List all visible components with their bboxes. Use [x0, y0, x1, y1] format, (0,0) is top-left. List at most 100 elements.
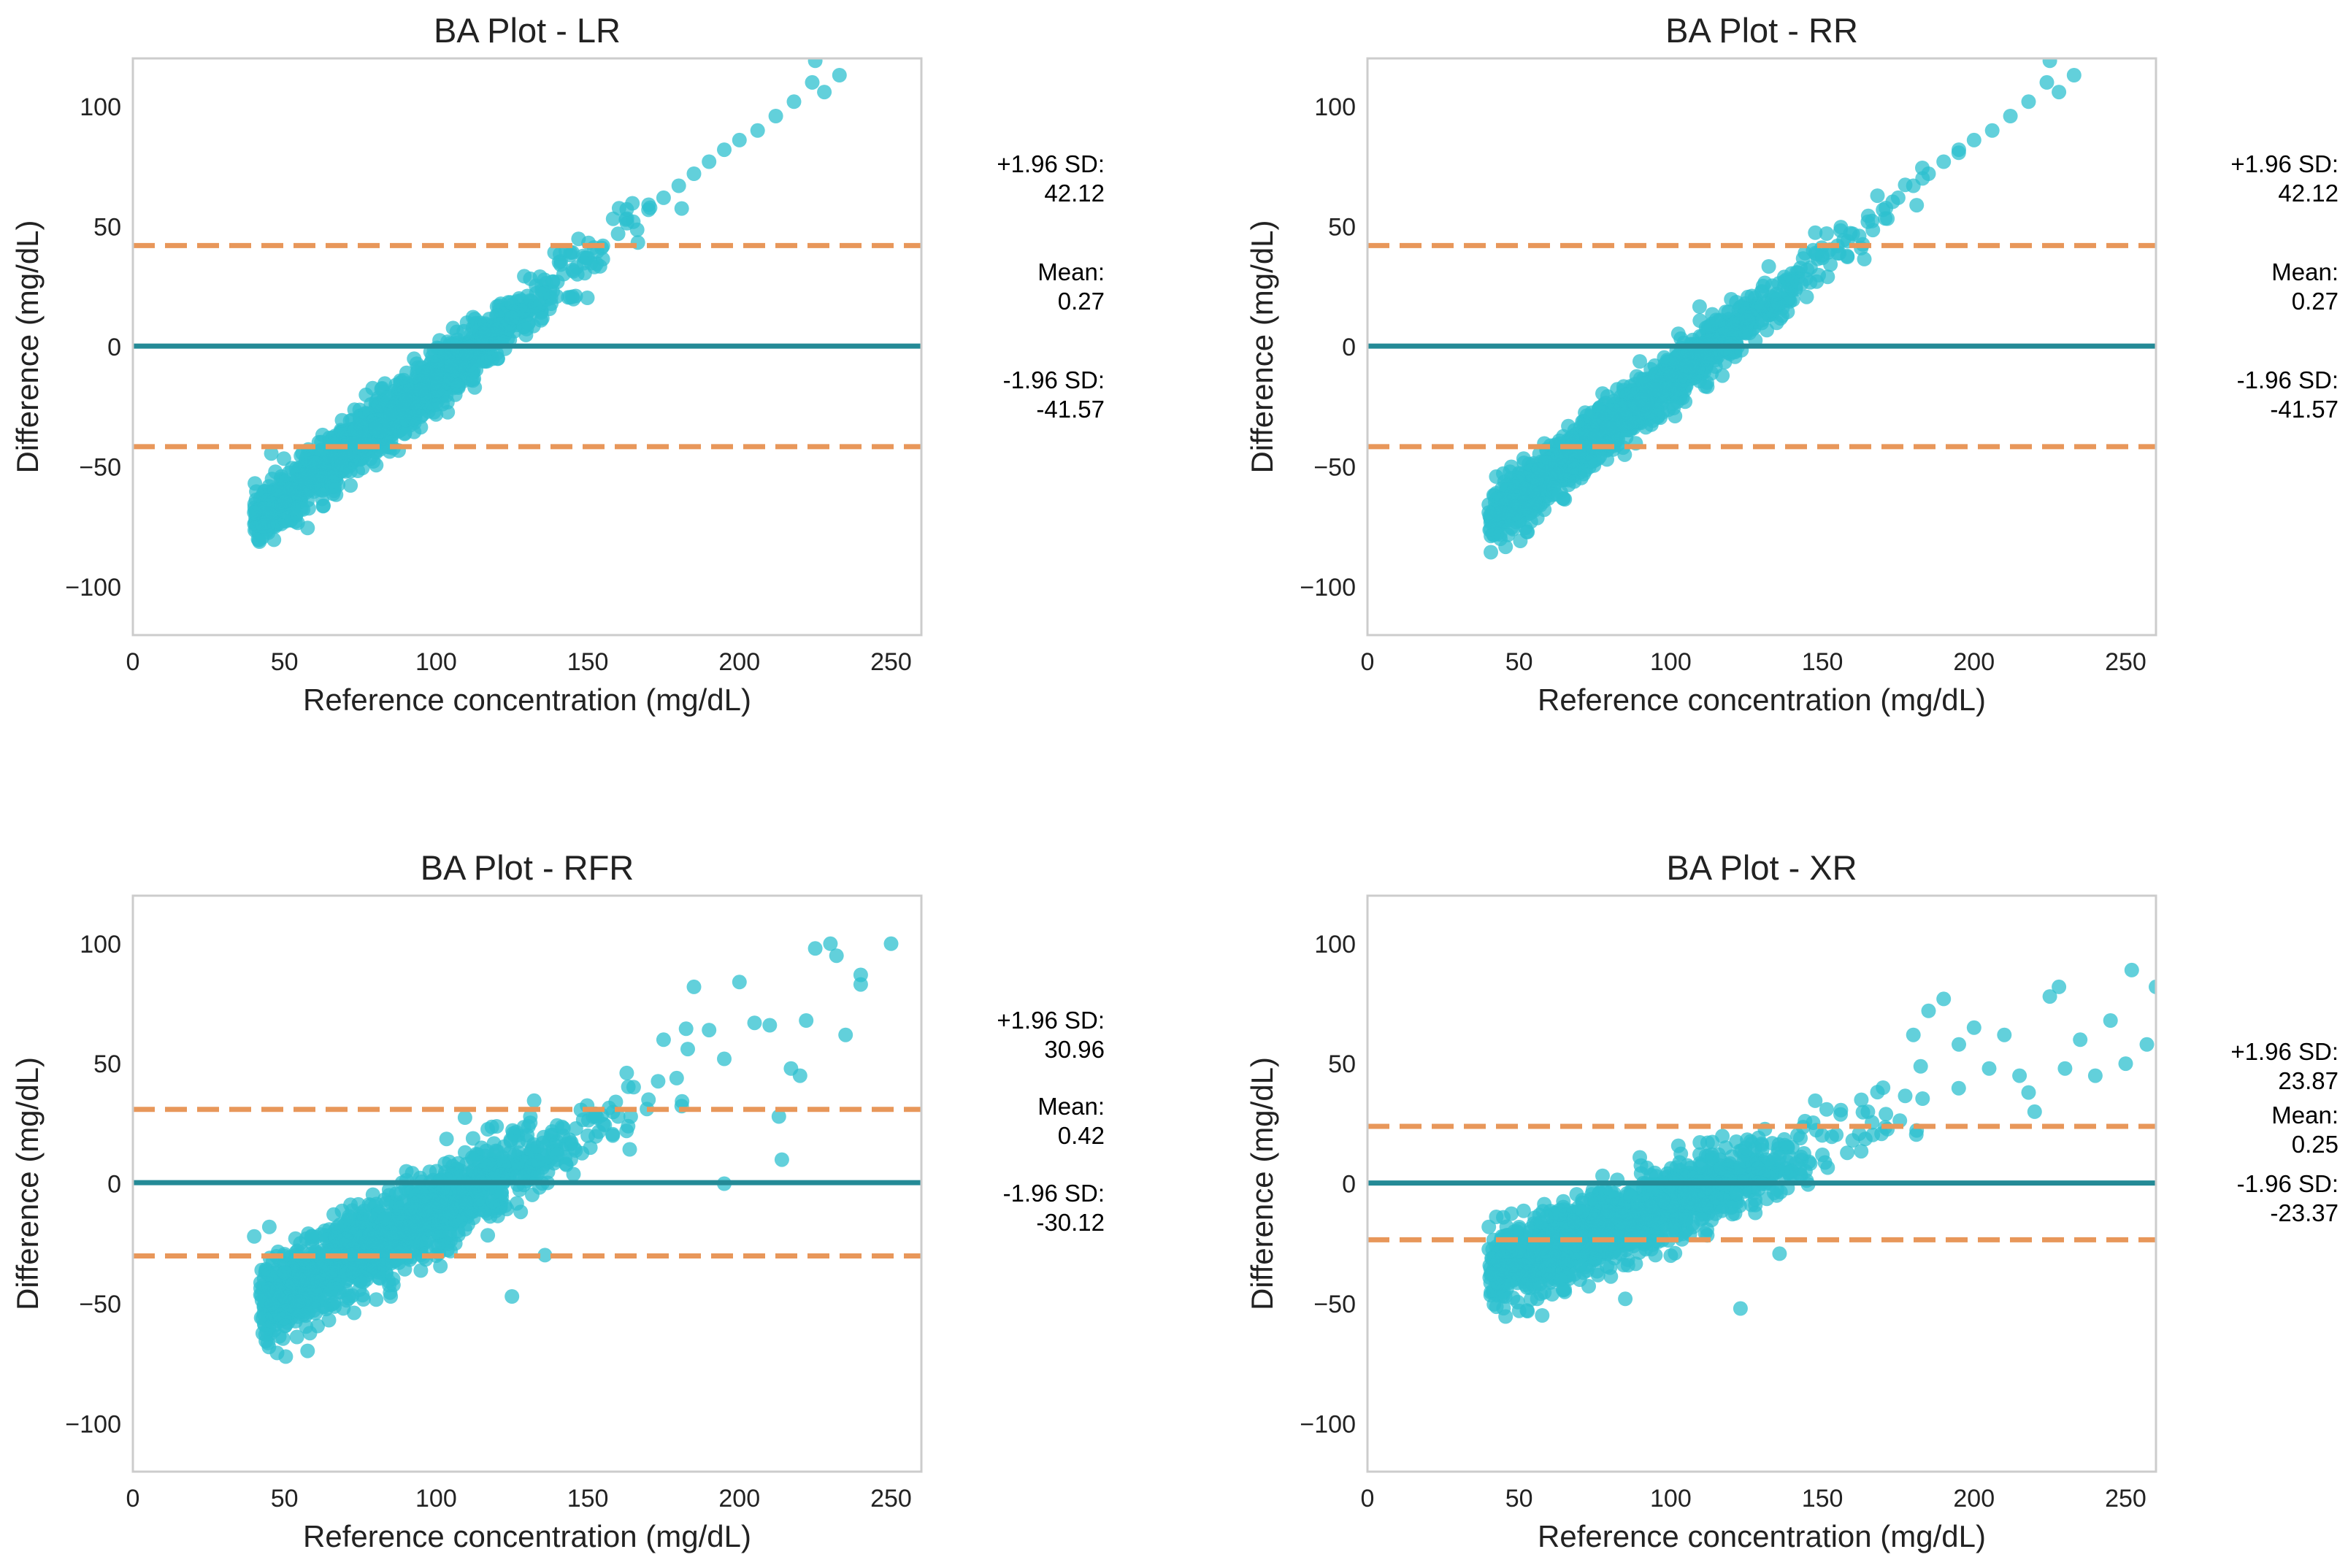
data-point: [278, 494, 293, 509]
data-point: [1952, 1081, 1966, 1096]
data-point: [567, 292, 581, 307]
data-point: [1762, 259, 1776, 274]
mean-annotation-label: Mean:: [2271, 258, 2339, 285]
data-point: [687, 980, 702, 994]
data-point: [580, 1129, 595, 1143]
data-point: [459, 1196, 474, 1210]
data-point: [396, 411, 411, 426]
data-point: [717, 142, 732, 157]
y-tick-label: 100: [1314, 93, 1356, 121]
chart-title: BA Plot - XR: [1666, 848, 1857, 887]
data-point: [322, 1313, 337, 1328]
data-point: [651, 1074, 665, 1088]
data-point: [535, 311, 550, 326]
data-point: [366, 1188, 380, 1202]
data-point: [503, 295, 518, 310]
data-point: [1549, 487, 1563, 501]
data-point: [459, 347, 474, 361]
data-point: [527, 1094, 542, 1108]
data-point: [352, 1283, 367, 1297]
data-point: [1906, 179, 1921, 193]
data-point: [440, 1131, 454, 1146]
data-point: [641, 1092, 656, 1107]
data-point: [444, 1205, 459, 1220]
x-tick-label: 150: [567, 1485, 609, 1513]
y-tick-label: 0: [107, 334, 121, 361]
data-point: [2052, 85, 2066, 99]
x-axis-label: Reference concentration (mg/dL): [303, 1519, 751, 1553]
x-tick-label: 200: [718, 648, 760, 676]
mean-annotation-value: 0.42: [1058, 1122, 1105, 1149]
data-point: [1898, 1088, 1913, 1103]
data-point: [417, 1189, 431, 1204]
data-point: [805, 75, 820, 90]
data-point: [296, 472, 310, 486]
data-point: [1739, 311, 1754, 326]
data-point: [399, 392, 413, 407]
data-point: [341, 1234, 356, 1248]
data-point: [1671, 326, 1686, 341]
data-point: [775, 1153, 789, 1167]
data-point: [499, 1202, 514, 1216]
data-point: [732, 975, 747, 989]
data-point: [399, 366, 414, 380]
data-point: [288, 1231, 303, 1246]
data-point: [302, 501, 316, 515]
data-point: [808, 53, 823, 68]
data-point: [1846, 226, 1860, 241]
data-point: [268, 464, 283, 479]
data-point: [530, 1140, 545, 1155]
data-point: [335, 413, 350, 428]
data-point: [1819, 226, 1834, 241]
lower-sd-annotation-value: -30.12: [1036, 1209, 1105, 1236]
y-tick-label: 0: [1342, 334, 1356, 361]
data-point: [531, 1153, 545, 1168]
data-point: [247, 1229, 261, 1244]
data-point: [450, 378, 465, 393]
data-point: [1857, 252, 1872, 266]
lower-sd-annotation-value: -41.57: [1036, 396, 1105, 423]
data-point: [369, 458, 383, 472]
data-point: [418, 1203, 433, 1218]
data-point: [564, 1135, 579, 1150]
data-point: [523, 272, 537, 286]
data-point: [702, 155, 716, 169]
lower-sd-annotation-label: -1.96 SD:: [1003, 366, 1105, 393]
x-tick-label: 100: [1650, 648, 1692, 676]
data-points: [247, 53, 847, 549]
data-point: [413, 420, 428, 434]
data-point: [838, 1028, 853, 1042]
data-point: [1754, 299, 1769, 313]
data-point: [567, 1167, 581, 1182]
data-point: [1554, 450, 1569, 464]
data-point: [1530, 472, 1545, 486]
data-point: [516, 320, 531, 334]
y-axis-label: Difference (mg/dL): [10, 220, 45, 473]
data-point: [1633, 392, 1648, 407]
data-point: [371, 398, 385, 412]
data-point: [717, 1052, 732, 1067]
data-point: [1860, 215, 1875, 229]
data-point: [1600, 452, 1614, 466]
x-tick-label: 0: [126, 648, 140, 676]
data-point: [675, 201, 689, 216]
data-point: [1936, 155, 1951, 169]
data-point: [817, 85, 832, 99]
data-point: [672, 179, 686, 193]
data-point: [799, 1013, 813, 1028]
data-point: [429, 369, 443, 383]
data-point: [444, 358, 459, 373]
y-tick-label: 100: [80, 93, 121, 121]
x-tick-label: 0: [126, 1485, 140, 1513]
data-point: [580, 291, 595, 305]
data-point: [1833, 1103, 1848, 1118]
data-point: [369, 1292, 383, 1307]
upper-sd-annotation-value: 42.12: [2278, 180, 2339, 207]
data-point: [368, 421, 383, 436]
data-point: [1879, 1107, 1893, 1121]
x-tick-label: 150: [567, 648, 609, 676]
data-point: [339, 1293, 354, 1307]
data-point: [769, 109, 783, 123]
